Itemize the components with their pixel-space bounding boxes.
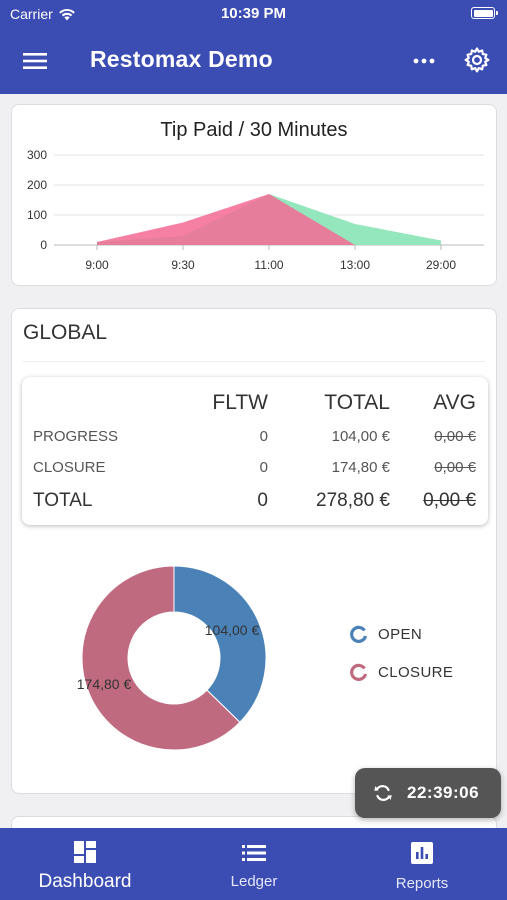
legend-label: CLOSURE	[378, 663, 454, 681]
header-avg: AVG	[433, 391, 476, 414]
wifi-icon	[58, 8, 75, 20]
summary-table: FLTW TOTAL AVG PROGRESS 0 104,00 € 0,00 …	[22, 377, 488, 525]
header-fltw: FLTW	[212, 391, 268, 414]
status-time: 10:39 PM	[220, 5, 287, 22]
row-label: PROGRESS	[33, 428, 119, 445]
donut-chart: 104,00 € 174,80 €	[77, 565, 267, 751]
legend-label: OPEN	[378, 625, 423, 643]
donut-legend: OPEN CLOSURE	[350, 615, 453, 691]
slice-value-label: 104,00 €	[205, 622, 260, 638]
donut-slice-open[interactable]	[173, 565, 267, 723]
menu-button[interactable]	[22, 48, 48, 74]
global-title: GLOBAL	[23, 321, 108, 344]
nav-reports[interactable]: Reports	[382, 828, 462, 900]
carrier-indicator: Carrier	[10, 6, 76, 22]
y-tick-label: 300	[27, 148, 47, 162]
more-button[interactable]	[411, 48, 437, 74]
total-total: 278,80 €	[316, 490, 390, 511]
refresh-button[interactable]: 22:39:06	[355, 768, 501, 818]
battery-icon	[471, 7, 498, 19]
row-total: 104,00 €	[331, 428, 390, 445]
global-card: GLOBAL FLTW TOTAL AVG PROGRESS 0 104,00 …	[11, 308, 497, 794]
total-fltw: 0	[257, 490, 268, 511]
x-tick-label: 29:00	[426, 258, 456, 272]
table-row: PROGRESS 0 104,00 € 0,00 €	[22, 428, 488, 458]
slice-value-label: 174,80 €	[77, 676, 132, 692]
row-avg: 0,00 €	[434, 459, 476, 476]
refresh-time: 22:39:06	[407, 783, 480, 802]
header-total: TOTAL	[324, 391, 390, 414]
total-label: TOTAL	[33, 490, 93, 511]
ring-icon	[350, 663, 368, 681]
nav-label: Dashboard	[38, 871, 132, 892]
x-tick-label: 9:00	[85, 258, 109, 272]
dashboard-icon	[74, 841, 96, 863]
legend-item-closure[interactable]: CLOSURE	[350, 653, 453, 691]
settings-button[interactable]	[463, 46, 491, 74]
divider	[23, 361, 485, 362]
nav-ledger[interactable]: Ledger	[214, 828, 294, 900]
y-tick-label: 0	[40, 238, 47, 252]
refresh-icon	[374, 785, 392, 801]
y-tick-label: 200	[27, 178, 47, 192]
gear-icon	[464, 47, 490, 73]
carrier-label: Carrier	[10, 6, 53, 22]
status-bar: Carrier 10:39 PM	[0, 0, 507, 28]
bottom-nav: Dashboard Ledger Reports	[0, 828, 507, 900]
tip-area-chart: 0 100 200 300 9:00 9:30 11:00 13:00 29:00	[27, 148, 484, 272]
chart-title: Tip Paid / 30 Minutes	[160, 119, 348, 141]
bar-chart-icon	[411, 842, 433, 864]
total-avg: 0,00 €	[423, 490, 476, 511]
legend-item-open[interactable]: OPEN	[350, 615, 453, 653]
table-row: CLOSURE 0 174,80 € 0,00 €	[22, 459, 488, 489]
app-title: Restomax Demo	[90, 46, 273, 72]
area-series	[97, 194, 441, 245]
app-bar: Restomax Demo	[0, 28, 507, 94]
nav-label: Reports	[395, 875, 449, 892]
nav-dashboard[interactable]: Dashboard	[30, 828, 140, 900]
donut-slice-closure[interactable]	[81, 565, 241, 751]
more-horizontal-icon	[413, 58, 435, 64]
row-label: CLOSURE	[33, 459, 106, 476]
row-total: 174,80 €	[331, 459, 390, 476]
row-fltw: 0	[259, 459, 268, 476]
tip-chart-card: Tip Paid / 30 Minutes 0 100 200 300 9:00 9:30…	[11, 104, 497, 286]
table-total-row: TOTAL 0 278,80 € 0,00 €	[22, 490, 488, 520]
x-tick-label: 13:00	[340, 258, 370, 272]
x-tick-label: 11:00	[254, 258, 283, 272]
y-tick-label: 100	[27, 208, 47, 222]
row-fltw: 0	[259, 428, 268, 445]
x-tick-label: 9:30	[171, 258, 195, 272]
ring-icon	[350, 625, 368, 643]
list-icon	[242, 845, 266, 861]
nav-label: Ledger	[230, 873, 278, 890]
table-header-row: FLTW TOTAL AVG	[22, 391, 488, 421]
hamburger-menu-icon	[23, 53, 47, 69]
row-avg: 0,00 €	[434, 428, 476, 445]
